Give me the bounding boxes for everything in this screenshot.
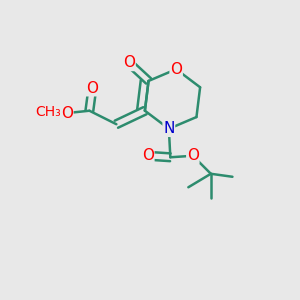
Text: O: O <box>187 148 199 163</box>
Text: O: O <box>123 56 135 70</box>
Text: O: O <box>142 148 154 163</box>
Text: O: O <box>170 62 182 77</box>
Text: O: O <box>61 106 73 121</box>
Text: N: N <box>163 121 175 136</box>
Text: CH₃: CH₃ <box>35 105 61 118</box>
Text: O: O <box>86 81 98 96</box>
